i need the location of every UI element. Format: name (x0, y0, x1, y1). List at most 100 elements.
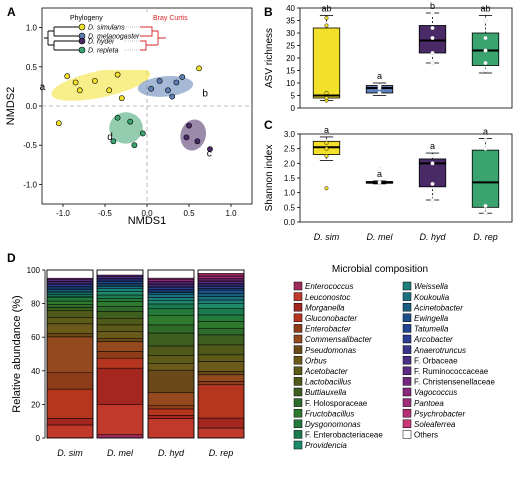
legend-swatch (293, 387, 303, 397)
legend-taxon-label: Dysgonomonas (305, 420, 361, 429)
stack-segment (147, 415, 195, 419)
x-category-label: D. rep (473, 232, 498, 242)
legend-swatch (293, 355, 303, 365)
legend-swatch (402, 302, 412, 312)
legend-taxon-label: F. Ruminococcaceae (414, 367, 489, 376)
legend-taxon-label: Psychrobacter (414, 409, 465, 418)
stack-segment (197, 371, 245, 376)
panel-letter-a: A (7, 5, 16, 19)
stack-segment (147, 369, 195, 394)
box-point (483, 203, 488, 208)
y-tick-label: 35 (286, 17, 295, 26)
legend-swatch (402, 408, 412, 418)
significance-letter: ab (480, 4, 490, 14)
stack-segment (96, 351, 144, 359)
legend-swatch (402, 398, 412, 407)
nmds-y-tick-label: -1.0 (23, 180, 37, 189)
y-tick-label: 1.5 (284, 174, 296, 183)
stack-segment (46, 297, 94, 302)
legend-marker-hyd (78, 37, 86, 45)
box-point (483, 48, 488, 53)
stack-segment (197, 289, 245, 294)
box-point (430, 51, 435, 56)
stack-segment (96, 434, 144, 439)
composition-y-tick-label: 80 (31, 300, 40, 309)
stack-segment (147, 300, 195, 305)
legend-swatch (402, 377, 412, 386)
box-point (430, 161, 435, 166)
legend-taxon-label: Pantoea (414, 399, 444, 408)
box-point (430, 197, 435, 202)
stack-segment (46, 310, 94, 318)
stack-segment (96, 269, 144, 276)
y-tick-label: 10 (286, 79, 295, 88)
legend-swatch (402, 292, 412, 301)
box-point (324, 153, 329, 158)
stack-segment (197, 381, 245, 386)
stack-segment (96, 357, 144, 369)
box-point (324, 23, 329, 28)
legend-marker-sim (78, 23, 86, 31)
stack-segment (46, 424, 94, 439)
stack-segment (197, 314, 245, 322)
stack-segment (147, 314, 195, 326)
legend-taxon-label: Leuconostoc (305, 293, 350, 302)
ellipse-mel (137, 75, 194, 97)
composition-plot: 0 20 40 60 80 100 D. sim D. mel D. hyd D. rep Rel… (11, 264, 495, 458)
composition-x-label: D. rep (209, 448, 234, 458)
stack-segment (197, 374, 245, 382)
legend-taxon-label: Orbus (305, 356, 327, 365)
legend-swatch (402, 324, 412, 333)
stacked-bar (46, 269, 94, 439)
y-tick-label: 40 (286, 4, 295, 13)
legend-taxon-label: Buttiauxella (305, 388, 347, 397)
stack-segment (147, 303, 195, 310)
y-tick-label: 0.0 (284, 218, 296, 227)
stack-segment (147, 308, 195, 316)
legend-taxon-label: Ewingella (414, 314, 449, 323)
nmds-point-sim (114, 71, 121, 78)
legend-taxon-label: Fructobacillus (305, 409, 354, 418)
stack-segment (46, 418, 94, 426)
box-point (483, 211, 488, 216)
y-tick-label: 20 (286, 54, 295, 63)
nmds-point-sim (76, 87, 83, 94)
group-label-a: a (40, 82, 46, 93)
legend-swatch (293, 377, 303, 386)
stack-segment (147, 293, 195, 298)
nmds-point-sim (196, 65, 202, 72)
legend-swatch (402, 430, 412, 439)
box-point (324, 95, 329, 100)
composition-y-axis-label: Relative abundance (%) (11, 295, 23, 412)
stack-segment (46, 317, 94, 325)
box-point (324, 16, 329, 21)
nmds-point-hyd (194, 138, 201, 145)
legend-taxon-label: Arcobacter (413, 335, 453, 344)
stack-segment (96, 311, 144, 319)
significance-letter: a (377, 71, 382, 81)
nmds-x-tick-label: 1.0 (225, 209, 237, 218)
legend-taxon-label: F. Orbaceae (414, 356, 458, 365)
composition-y-tick-label: 0 (36, 434, 41, 443)
stack-segment (197, 344, 245, 356)
nmds-y-tick-label: 0.0 (26, 102, 38, 111)
stack-segment (147, 324, 195, 334)
stack-segment (147, 363, 195, 371)
stack-segment (46, 372, 94, 390)
legend-swatch (402, 419, 412, 429)
box-rep (471, 149, 500, 208)
significance-letter: a (324, 125, 329, 135)
phylogeny-legend-title: Phylogeny (70, 15, 103, 22)
box-point (483, 36, 488, 41)
legend-swatch (293, 334, 303, 344)
nmds-point-rep (114, 114, 121, 121)
box-point (324, 186, 329, 191)
box-point (430, 36, 435, 41)
group-label-d: d (107, 132, 113, 143)
nmds-y-tick-label: 0.5 (26, 63, 38, 72)
composition-y-tick-label: 20 (31, 400, 40, 409)
legend-swatch (402, 334, 412, 344)
y-tick-label: 2.5 (284, 145, 296, 154)
stack-segment (96, 298, 144, 302)
stack-segment (96, 301, 144, 307)
